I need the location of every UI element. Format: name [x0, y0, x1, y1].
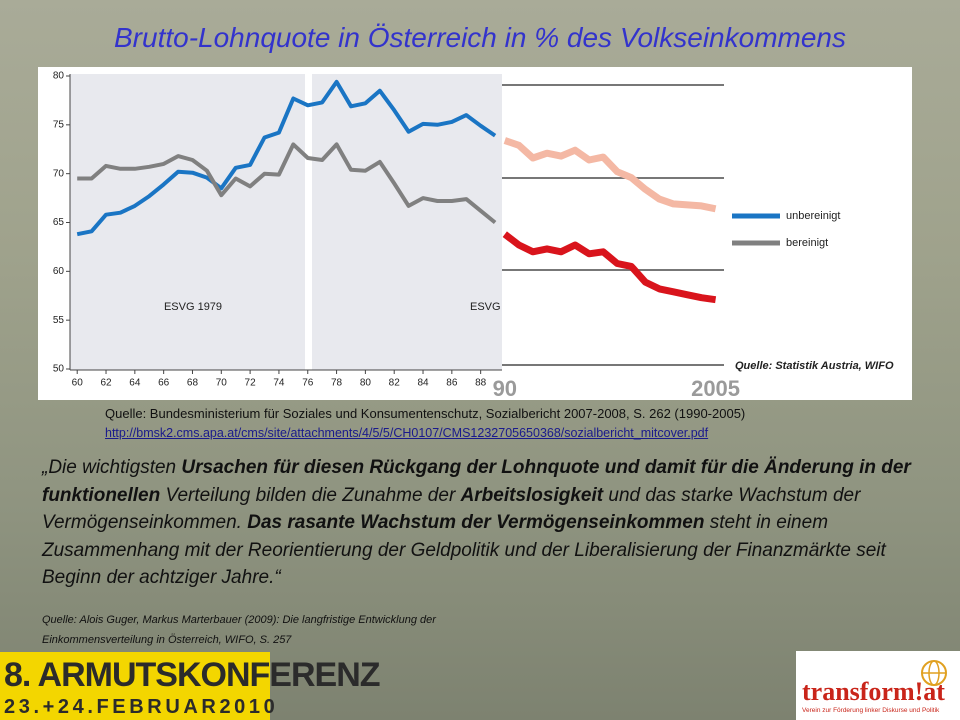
chart-source: Quelle: Statistik Austria, WIFO	[735, 360, 894, 372]
logo-tagline: Verein zur Förderung linker Diskurse und…	[802, 707, 940, 714]
series-line	[502, 231, 717, 304]
x-tick-label: 74	[273, 378, 285, 389]
x-tick-label: 64	[129, 378, 141, 389]
logo-text: 8. ARMUTSKONFERENZ	[4, 656, 381, 694]
transform-logo: transform!at Verein zur Förderung linker…	[796, 651, 960, 720]
y-tick-label: 60	[53, 266, 65, 277]
x-tick-label: 86	[446, 378, 458, 389]
quote-source: Quelle: Alois Guger, Markus Marterbauer …	[42, 614, 436, 626]
quote-segment: Arbeitslosigkeit	[460, 484, 604, 506]
x-tick-label: 66	[158, 378, 170, 389]
y-tick-label: 70	[53, 168, 65, 179]
x-tick-label: 84	[417, 378, 429, 389]
x-tick-label: 62	[100, 378, 112, 389]
quote-source: Einkommensverteilung in Österreich, WIFO…	[42, 634, 292, 646]
x-tick-label: 78	[331, 378, 343, 389]
x-tick-label: 68	[187, 378, 199, 389]
quote: „Die wichtigsten Ursachen für diesen Rüc…	[42, 454, 927, 592]
legend-label: bereinigt	[786, 237, 828, 249]
x-tick-label: 70	[216, 378, 228, 389]
quote-segment: Verteilung bilden die Zunahme der	[160, 484, 461, 506]
source-link[interactable]: http://bmsk2.cms.apa.at/cms/site/attachm…	[105, 426, 709, 440]
x-tick-label: 80	[360, 378, 372, 389]
x-tick-label: 90	[493, 376, 517, 401]
x-tick-label: 88	[475, 378, 487, 389]
y-tick-label: 80	[53, 71, 65, 82]
quote-segment: Das rasante Wachstum der Vermögenseinkom…	[247, 512, 705, 533]
quote-segment: steht in einem Zusammenhang mit der Reor…	[42, 512, 886, 588]
overlay-panel	[502, 67, 724, 400]
x-tick-label: 82	[389, 378, 401, 389]
quote-segment: „Die wichtigsten	[42, 457, 182, 478]
annotation: ESVG	[470, 301, 501, 313]
source-text: Quelle: Bundesministerium für Soziales u…	[105, 406, 746, 421]
y-tick-label: 65	[53, 217, 65, 228]
x-tick-label: 76	[302, 378, 314, 389]
x-tick-label: 2005	[691, 376, 740, 401]
legend-label: unbereinigt	[786, 210, 840, 222]
series-line	[503, 137, 717, 213]
y-tick-label: 50	[53, 364, 65, 375]
y-tick-label: 75	[53, 119, 65, 130]
slide-title: Brutto-Lohnquote in Österreich in % des …	[114, 22, 846, 53]
x-tick-label: 72	[245, 378, 257, 389]
logo-text: transform!at	[802, 677, 945, 706]
armutskonferenz-logo: 8. ARMUTSKONFERENZ 23.+24.FEBRUAR2010	[0, 652, 381, 720]
globe-icon	[921, 660, 947, 686]
quote-segment: Ursachen für diesen Rückgang der Lohnquo…	[42, 457, 911, 506]
x-tick-label: 60	[72, 378, 84, 389]
annotation: ESVG 1979	[164, 301, 222, 313]
series-line	[76, 79, 497, 237]
logo-dates: 23.+24.FEBRUAR2010	[4, 696, 279, 718]
quote-segment: und das starke Wachstum der Vermögensein…	[42, 484, 861, 534]
y-tick-label: 55	[53, 315, 65, 326]
period-shading	[70, 74, 305, 370]
series-line	[77, 142, 497, 225]
